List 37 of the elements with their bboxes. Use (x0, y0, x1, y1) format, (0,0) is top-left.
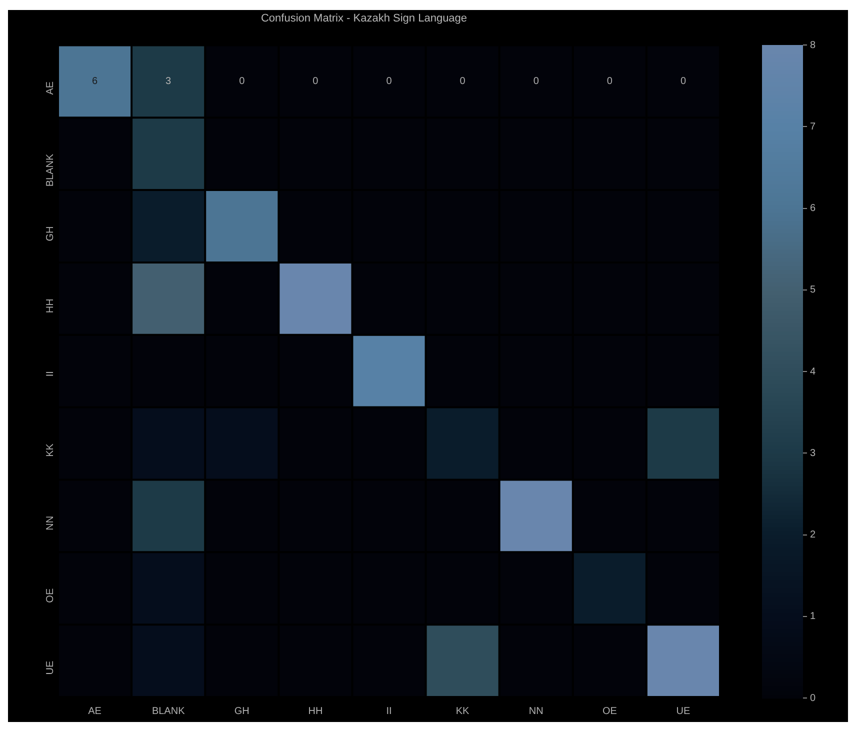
x-tick-label: AE (88, 706, 102, 717)
y-tick-label: BLANK (44, 154, 56, 187)
x-tick-label: UE (676, 706, 690, 717)
chart-title: Confusion Matrix - Kazakh Sign Language (260, 12, 468, 25)
data-label: 0 (533, 76, 540, 88)
data-label: 0 (680, 76, 686, 88)
data-label: 0 (386, 76, 392, 88)
color-bar-label: 5 (810, 284, 816, 296)
y-tick-label: NN (44, 516, 56, 530)
x-tick-label: OE (602, 706, 618, 717)
y-tick-label: OE (44, 588, 56, 603)
data-label: 3 (166, 76, 172, 88)
data-label: 0 (239, 76, 246, 88)
color-bar-label: 1 (810, 611, 816, 622)
data-label: 0 (460, 76, 466, 88)
color-bar-label: 6 (810, 203, 816, 214)
y-tick-label: KK (44, 443, 56, 457)
x-tick-label: HH (308, 706, 323, 717)
color-bar-label: 2 (810, 530, 816, 540)
x-tick-label: GH (234, 706, 250, 717)
color-bar-label: 3 (810, 448, 816, 459)
x-tick-label: II (386, 706, 392, 717)
color-bar-label: 0 (810, 692, 816, 704)
y-tick-label: AE (44, 81, 56, 95)
x-tick-label: KK (456, 706, 470, 717)
data-label: 0 (312, 76, 319, 88)
y-tick-label: II (44, 371, 56, 377)
x-tick-label: BLANK (152, 706, 186, 717)
y-tick-label: HH (44, 298, 56, 314)
data-label: 6 (92, 76, 98, 88)
x-tick-label: NN (528, 706, 544, 717)
color-bar-label: 4 (810, 366, 816, 378)
y-tick-label: GH (44, 226, 56, 242)
color-bar-label: 8 (810, 40, 816, 51)
y-tick-label: UE (44, 660, 56, 675)
data-label: 0 (606, 76, 613, 88)
color-bar-label: 7 (810, 121, 816, 132)
